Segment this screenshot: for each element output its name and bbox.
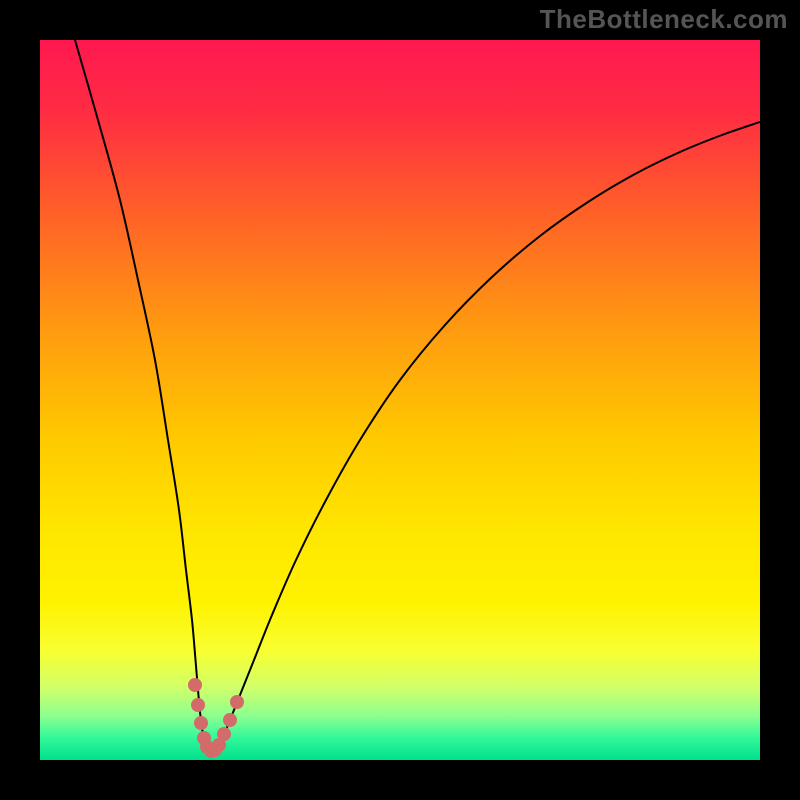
curve-marker (223, 713, 237, 727)
curve-marker (188, 678, 202, 692)
gradient-background (40, 40, 760, 760)
curve-marker (217, 727, 231, 741)
chart-frame: TheBottleneck.com (0, 0, 800, 800)
curve-marker (230, 695, 244, 709)
watermark-text: TheBottleneck.com (540, 4, 788, 35)
curve-marker (194, 716, 208, 730)
curve-marker (191, 698, 205, 712)
bottleneck-chart (0, 0, 800, 800)
